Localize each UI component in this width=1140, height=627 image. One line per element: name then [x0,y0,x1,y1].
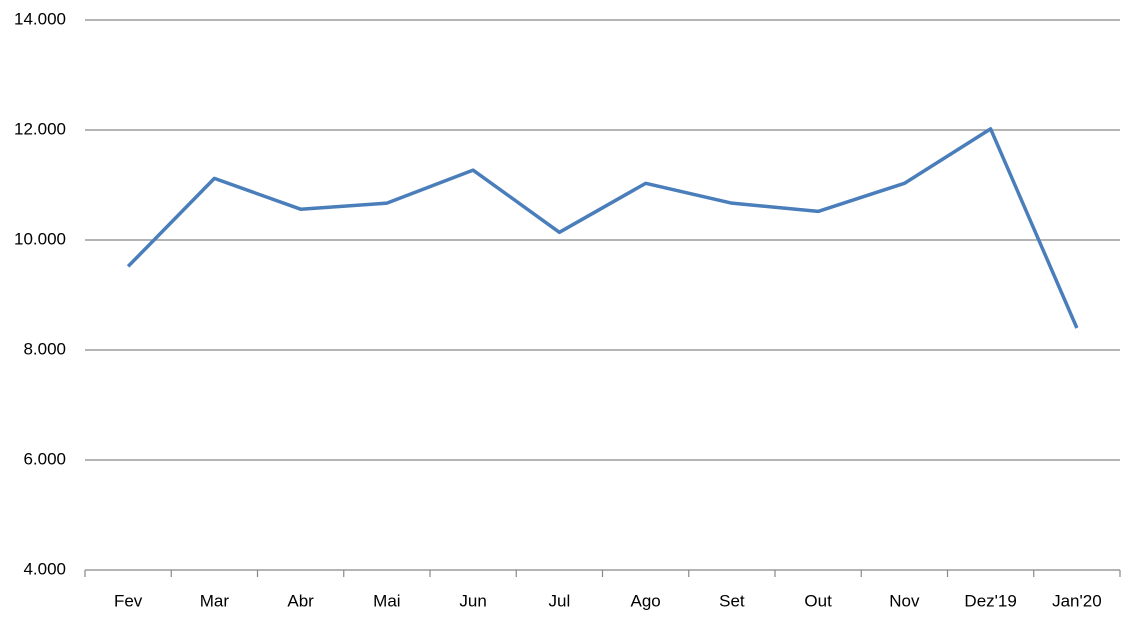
x-tick-label: Ago [631,591,661,610]
x-tick-label: Jul [549,591,571,610]
x-tick-label: Dez'19 [964,591,1016,610]
y-tick-label: 8.000 [23,339,66,358]
y-tick-label: 10.000 [14,229,66,248]
y-tick-label: 4.000 [23,559,66,578]
x-tick-label: Mar [200,591,230,610]
x-tick-label: Nov [889,591,920,610]
x-tick-label: Set [719,591,745,610]
x-tick-label: Fev [114,591,143,610]
y-tick-label: 6.000 [23,449,66,468]
x-tick-label: Jan'20 [1052,591,1102,610]
y-tick-label: 12.000 [14,119,66,138]
y-tick-label: 14.000 [14,9,66,28]
data-line [126,127,1079,329]
x-tick-label: Out [804,591,832,610]
x-tick-label: Abr [287,591,314,610]
x-tick-label: Jun [459,591,486,610]
x-tick-label: Mai [373,591,400,610]
